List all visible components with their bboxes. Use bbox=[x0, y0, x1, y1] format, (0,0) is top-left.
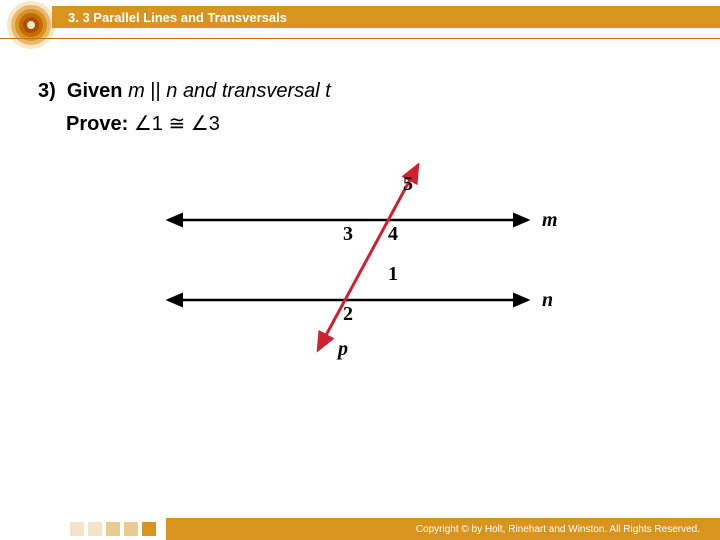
given-var-m: m bbox=[128, 80, 145, 102]
svg-text:n: n bbox=[542, 289, 553, 311]
problem-prove-line: Prove: ∠1 ≅ ∠3 bbox=[66, 111, 682, 136]
header-title: 3. 3 Parallel Lines and Transversals bbox=[68, 10, 287, 25]
geometry-diagram: m n p 5 3 4 1 2 bbox=[148, 160, 568, 360]
footer-square bbox=[124, 522, 138, 536]
prove-angle-1: ∠1 bbox=[134, 113, 163, 135]
congruent-symbol: ≅ bbox=[168, 113, 185, 135]
given-text-and: and transversal bbox=[183, 80, 320, 102]
svg-text:5: 5 bbox=[403, 173, 413, 195]
footer-square bbox=[106, 522, 120, 536]
footer-square bbox=[142, 522, 156, 536]
svg-text:1: 1 bbox=[388, 263, 398, 285]
problem-given-line: 3) Given m || n and transversal t bbox=[38, 80, 682, 103]
slide-header: 3. 3 Parallel Lines and Transversals bbox=[0, 0, 720, 36]
header-underline bbox=[0, 38, 720, 39]
footer-square bbox=[88, 522, 102, 536]
footer-squares-icon bbox=[70, 522, 156, 536]
svg-text:p: p bbox=[336, 338, 348, 360]
given-var-n: n bbox=[166, 80, 177, 102]
slide-content: 3) Given m || n and transversal t Prove:… bbox=[38, 80, 682, 136]
prove-angle-2: ∠3 bbox=[191, 113, 220, 135]
svg-text:m: m bbox=[542, 209, 558, 231]
svg-text:4: 4 bbox=[388, 223, 398, 245]
svg-text:3: 3 bbox=[343, 223, 353, 245]
problem-number: 3) bbox=[38, 80, 56, 102]
given-label: Given bbox=[67, 80, 123, 102]
logo-rings-icon bbox=[6, 0, 56, 50]
header-bar: 3. 3 Parallel Lines and Transversals bbox=[52, 6, 720, 28]
parallel-symbol: || bbox=[150, 80, 160, 102]
slide-footer: Copyright © by Holt, Rinehart and Winsto… bbox=[0, 518, 720, 540]
prove-label: Prove: bbox=[66, 113, 128, 135]
footer-copyright: Copyright © by Holt, Rinehart and Winsto… bbox=[416, 524, 700, 535]
svg-text:2: 2 bbox=[343, 303, 353, 325]
footer-bar: Copyright © by Holt, Rinehart and Winsto… bbox=[166, 518, 720, 540]
given-var-t: t bbox=[325, 80, 331, 102]
footer-square bbox=[70, 522, 84, 536]
